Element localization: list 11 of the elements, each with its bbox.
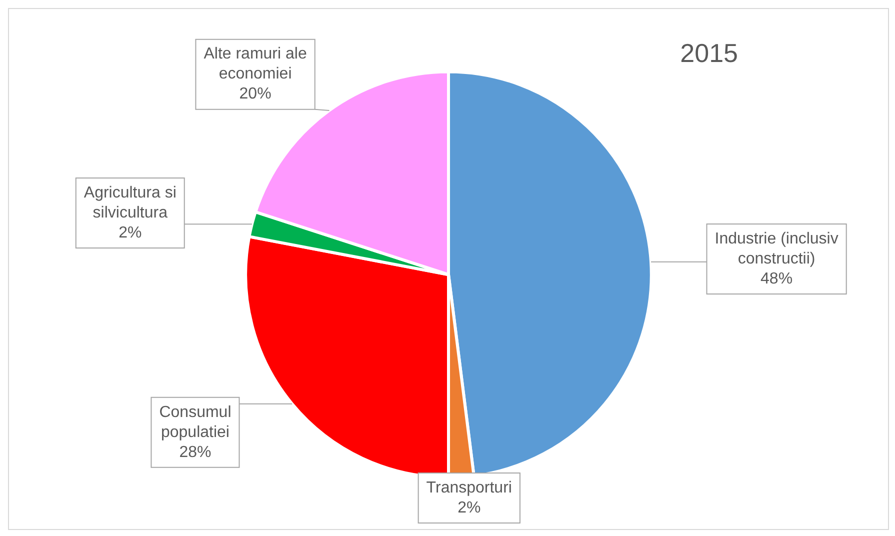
data-label: 2% <box>458 499 481 516</box>
data-label: 48% <box>760 270 793 288</box>
chart-title: 2015 <box>680 38 738 68</box>
slice-label: Industrie (inclusiv constructii) <box>714 230 838 268</box>
slice-label: Alte ramuri ale economiei <box>204 46 307 83</box>
slice-label: Transporturi <box>426 479 512 496</box>
data-label: 28% <box>179 444 212 461</box>
slice-label: Consumul populatiei <box>159 404 232 441</box>
data-label: 2% <box>118 224 142 242</box>
slice-label: Agricultura si silvicultura <box>84 184 176 222</box>
data-label: 20% <box>239 86 272 103</box>
